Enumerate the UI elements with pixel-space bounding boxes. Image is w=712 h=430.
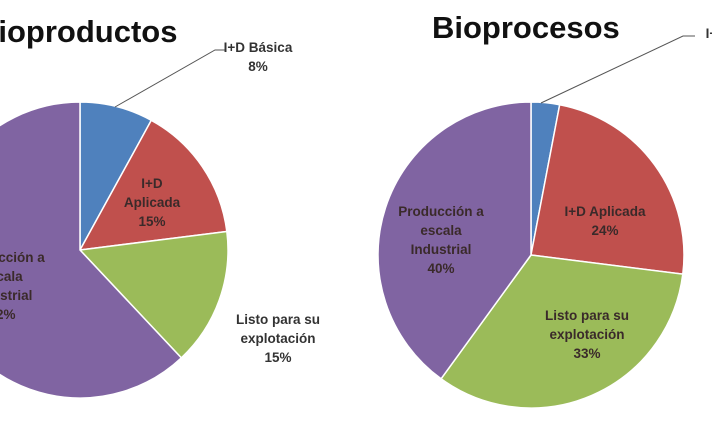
percent-label: 15% [138, 214, 165, 229]
data-label-0-2: Listo para su explotación 15% [236, 312, 320, 365]
data-label-0-0: I+D Básica 8% [224, 40, 293, 74]
pie-slice-1-1 [530, 103, 685, 276]
data-label-0-1: I+D Aplicada 15% [124, 176, 181, 229]
category-label: I+D Básica [224, 40, 293, 55]
leader-line-1 [540, 35, 695, 104]
pie-slice-1-3 [377, 101, 532, 380]
category-label: escala [0, 269, 23, 284]
pie-slice-0-1 [78, 119, 228, 251]
category-label: Listo para su [545, 308, 629, 323]
pie-slice-1-2 [440, 254, 684, 409]
percent-label: 24% [591, 223, 618, 238]
percent-label: 40% [427, 261, 454, 276]
chart-title-0: Bioproductos [0, 14, 178, 49]
percent-label: 15% [264, 350, 291, 365]
data-label-1-3: Producción a escala Industrial 40% [398, 204, 484, 276]
category-label: escala [420, 223, 462, 238]
pie-slice-0-3 [0, 101, 183, 399]
category-label: explotación [240, 331, 315, 346]
category-label: Producción a [0, 250, 45, 265]
category-label: I+D Básica [706, 26, 712, 41]
category-label: I+D [141, 176, 163, 191]
pie-slice-0-2 [78, 230, 229, 359]
data-label-1-1: I+D Aplicada 24% [565, 204, 646, 238]
data-label-1-2: Listo para su explotación 33% [545, 308, 629, 361]
category-label: Producción a [398, 204, 484, 219]
percent-label: 33% [573, 346, 600, 361]
data-label-0-3: Producción a escala Industrial 62% [0, 250, 45, 322]
category-label: Aplicada [124, 195, 181, 210]
category-label: Industrial [0, 288, 32, 303]
category-label: I+D Aplicada [565, 204, 646, 219]
leader-line-0 [114, 49, 226, 108]
category-label: explotación [549, 327, 624, 342]
category-label: Listo para su [236, 312, 320, 327]
percent-label: 8% [248, 59, 268, 74]
data-label-1-0: I+D Básica3% [706, 26, 712, 60]
percent-label: 62% [0, 307, 16, 322]
chart-title-1: Bioprocesos [432, 10, 620, 45]
category-label: Industrial [411, 242, 472, 257]
